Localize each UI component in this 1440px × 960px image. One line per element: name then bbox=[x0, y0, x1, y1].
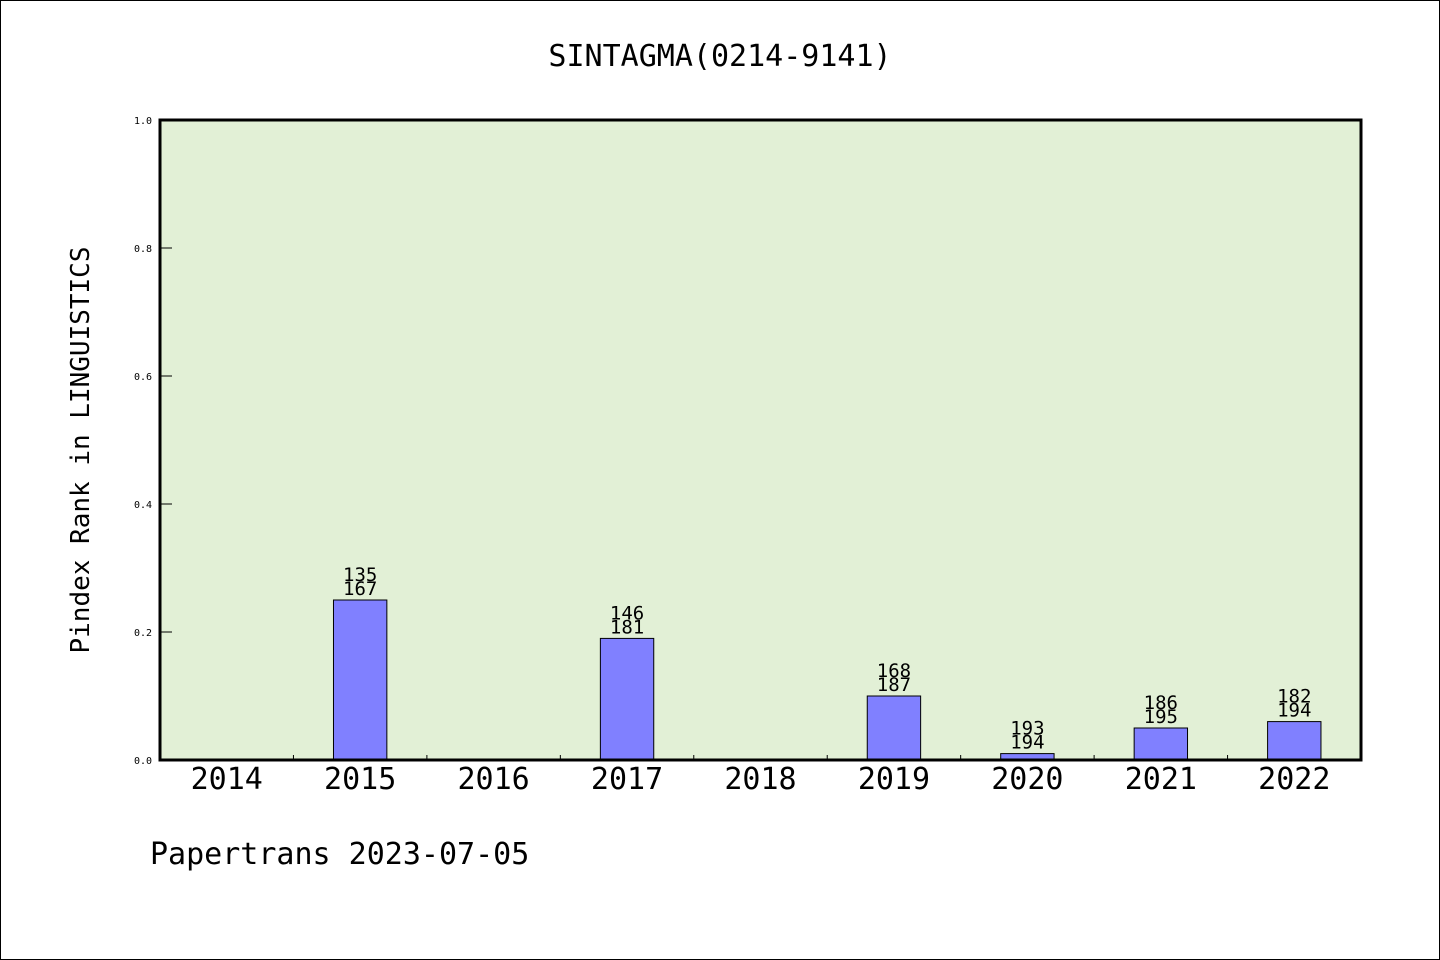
x-tick-label-2019: 2019 bbox=[858, 762, 930, 797]
x-tick-label-2020: 2020 bbox=[991, 762, 1063, 797]
bar-2021 bbox=[1133, 727, 1189, 761]
data-label-bottom-2019: 187 bbox=[877, 674, 911, 696]
data-label-top-2020: 193 bbox=[1010, 718, 1044, 740]
data-label-top-2022: 182 bbox=[1277, 686, 1311, 708]
y-tick-label: 0.4 bbox=[134, 500, 152, 511]
x-tick-label-2022: 2022 bbox=[1258, 762, 1330, 797]
x-tick-label-2017: 2017 bbox=[591, 762, 663, 797]
data-label-bottom-2022: 194 bbox=[1277, 700, 1311, 722]
data-label-bottom-2020: 194 bbox=[1010, 732, 1044, 754]
data-label-bottom-2021: 195 bbox=[1144, 706, 1178, 728]
footer-credit: Papertrans 2023-07-05 bbox=[150, 837, 529, 872]
plot-border bbox=[158, 118, 1363, 762]
bars bbox=[332, 599, 1322, 761]
y-tick-label: 0.2 bbox=[134, 628, 152, 639]
bar-2019 bbox=[866, 695, 922, 761]
data-label-top-2019: 168 bbox=[877, 660, 911, 682]
y-tick-label: 0.6 bbox=[134, 372, 152, 383]
y-axis: 0.0 0.2 0.4 0.6 0.8 1.0 bbox=[134, 116, 172, 767]
data-label-top-2021: 186 bbox=[1144, 692, 1178, 714]
data-label-top-2017: 146 bbox=[610, 602, 644, 624]
x-tick-label-2021: 2021 bbox=[1125, 762, 1197, 797]
x-tick-label-2016: 2016 bbox=[457, 762, 529, 797]
chart-title: SINTAGMA(0214-9141) bbox=[548, 39, 891, 74]
x-tick-label-2018: 2018 bbox=[724, 762, 796, 797]
bar-2022 bbox=[1267, 721, 1322, 761]
y-tick-label: 0.0 bbox=[134, 756, 152, 767]
bar-2015 bbox=[332, 599, 388, 761]
data-label-bottom-2015: 167 bbox=[343, 578, 377, 600]
bar-2017 bbox=[599, 637, 655, 761]
data-label-bottom-2017: 181 bbox=[610, 616, 644, 638]
data-label-top-2015: 135 bbox=[343, 564, 377, 586]
x-axis: 2014 2015 2016 2017 2018 2019 2020 2021 2022 bbox=[191, 755, 1330, 797]
x-tick-label-2014: 2014 bbox=[191, 762, 263, 797]
y-axis-label: Pindex Rank in LINGUISTICS bbox=[66, 247, 96, 654]
y-tick-label: 1.0 bbox=[134, 116, 152, 127]
x-tick-label-2015: 2015 bbox=[324, 762, 396, 797]
y-tick-label: 0.8 bbox=[134, 244, 152, 255]
